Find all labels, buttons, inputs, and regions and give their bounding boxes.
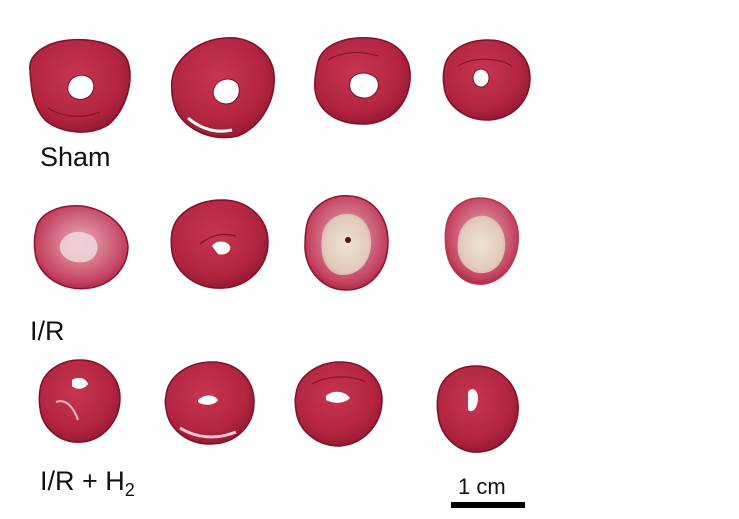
- ir-slice-2: [170, 199, 269, 289]
- sham-slice-3: [314, 36, 411, 125]
- sham-row: [29, 36, 531, 139]
- ir-slice-4: [444, 197, 519, 285]
- ir-h2-row: [38, 359, 519, 453]
- sham-slice-4: [442, 39, 531, 121]
- group-label-sham: Sham: [40, 142, 111, 172]
- ir-h2-slice-4: [436, 365, 519, 453]
- scale-bar: [451, 502, 525, 508]
- group-label-ir-h2-main: I/R + H: [40, 466, 125, 496]
- ir-h2-slice-1: [38, 359, 121, 443]
- group-label-ir-h2-subscript: 2: [124, 480, 135, 500]
- ir-slice-3: [304, 195, 389, 291]
- ir-slice-1: [33, 205, 129, 290]
- group-label-ir: I/R: [30, 316, 65, 346]
- ir-h2-slice-3: [294, 361, 383, 447]
- ir-h2-slice-2: [164, 361, 255, 445]
- sham-slice-1: [29, 38, 131, 133]
- ir-row: [33, 195, 519, 291]
- group-label-ir-h2: I/R + H2: [40, 466, 135, 500]
- scale-bar-label: 1 cm: [458, 474, 506, 499]
- sham-slice-2: [170, 37, 275, 139]
